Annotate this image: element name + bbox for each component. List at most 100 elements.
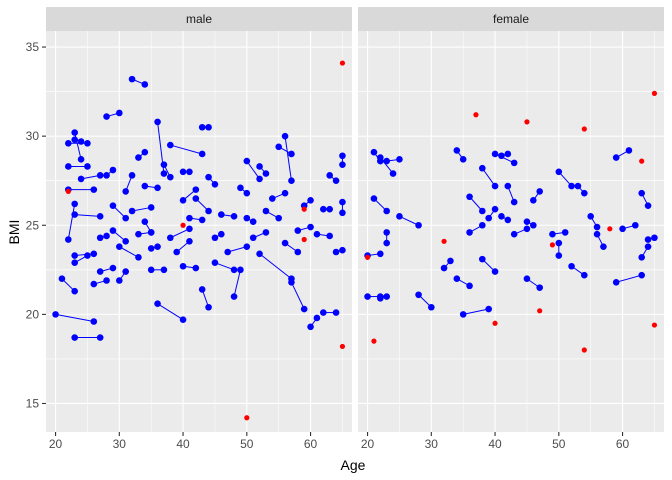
paired-point (218, 211, 225, 218)
paired-point (84, 139, 91, 147)
paired-point (504, 150, 512, 158)
paired-point (510, 198, 518, 206)
paired-point (510, 230, 518, 238)
paired-point (96, 268, 104, 275)
paired-point (612, 154, 620, 161)
single-point (651, 322, 658, 328)
paired-point (294, 227, 302, 234)
paired-point (294, 248, 302, 256)
paired-point (116, 109, 123, 117)
paired-point (237, 184, 244, 192)
paired-point (167, 234, 174, 242)
paired-point (332, 177, 340, 185)
paired-point (459, 311, 467, 318)
paired-point (179, 262, 187, 270)
paired-point (84, 163, 91, 170)
paired-point (147, 204, 155, 211)
y-axis-title: BMI (6, 220, 22, 245)
paired-point (485, 214, 492, 222)
paired-point (491, 150, 499, 158)
paired-point (160, 266, 168, 274)
paired-point (71, 252, 78, 259)
paired-point (504, 216, 512, 224)
facet-strip-label: male (186, 12, 212, 26)
single-point (301, 206, 307, 212)
paired-point (440, 264, 448, 272)
paired-point (71, 287, 78, 295)
paired-point (154, 300, 161, 307)
paired-point (205, 303, 212, 311)
panels-layer: male 20 30 40 50 60 15 20 25 30 35 female 20 30 40 50 60 (26, 7, 664, 451)
single-point (339, 60, 346, 66)
paired-point (141, 218, 149, 225)
y-tick-label: 15 (26, 396, 40, 410)
paired-point (459, 156, 467, 163)
paired-point (128, 75, 136, 83)
pair-connector-line (399, 215, 419, 226)
x-tick-label: 30 (425, 437, 439, 451)
paired-point (651, 234, 658, 242)
paired-point (186, 214, 193, 222)
paired-point (262, 170, 270, 177)
paired-point (370, 195, 378, 202)
paired-point (523, 225, 531, 233)
paired-point (364, 293, 371, 300)
paired-point (256, 163, 263, 170)
paired-point (71, 334, 78, 341)
pair-connector-line (74, 214, 101, 217)
single-point (581, 126, 587, 132)
paired-point (141, 182, 149, 190)
paired-point (122, 214, 129, 222)
paired-point (205, 123, 212, 131)
y-tick-label: 30 (26, 129, 40, 143)
paired-point (103, 113, 110, 120)
paired-point (103, 232, 110, 240)
paired-point (96, 234, 104, 242)
paired-point (122, 238, 129, 245)
paired-point (389, 170, 397, 177)
paired-point (307, 197, 314, 204)
paired-point (377, 295, 384, 302)
single-point (301, 236, 307, 243)
paired-point (71, 136, 78, 144)
paired-point (90, 250, 98, 258)
paired-point (644, 243, 652, 250)
y-tick-label: 20 (26, 307, 40, 321)
pair-connector-line (259, 253, 292, 280)
paired-point (96, 334, 104, 341)
paired-point (243, 214, 251, 222)
paired-point (377, 154, 384, 161)
paired-point (77, 175, 85, 183)
paired-point (109, 264, 117, 272)
paired-point (237, 266, 244, 274)
paired-point (65, 163, 72, 170)
paired-point (96, 213, 104, 220)
paired-point (147, 266, 155, 274)
pair-connector-line (463, 308, 489, 315)
single-point (441, 238, 447, 244)
paired-point (128, 172, 136, 179)
paired-point (498, 213, 505, 220)
paired-point (122, 188, 129, 195)
single-point (180, 222, 186, 228)
paired-point (90, 318, 98, 325)
paired-point (638, 254, 645, 261)
paired-point (269, 195, 276, 202)
paired-point (65, 139, 72, 147)
x-tick-label: 60 (616, 437, 630, 451)
paired-point (377, 250, 384, 258)
paired-point (71, 259, 78, 266)
paired-point (485, 305, 492, 313)
paired-point (530, 221, 537, 229)
paired-point (192, 186, 200, 193)
pair-connector-line (170, 228, 190, 239)
paired-point (256, 175, 263, 183)
pair-connector-line (616, 274, 642, 283)
paired-point (52, 311, 59, 318)
paired-point (549, 230, 556, 238)
paired-point (479, 207, 486, 215)
paired-point (262, 207, 270, 215)
paired-point (262, 229, 270, 236)
paired-point (587, 213, 594, 220)
